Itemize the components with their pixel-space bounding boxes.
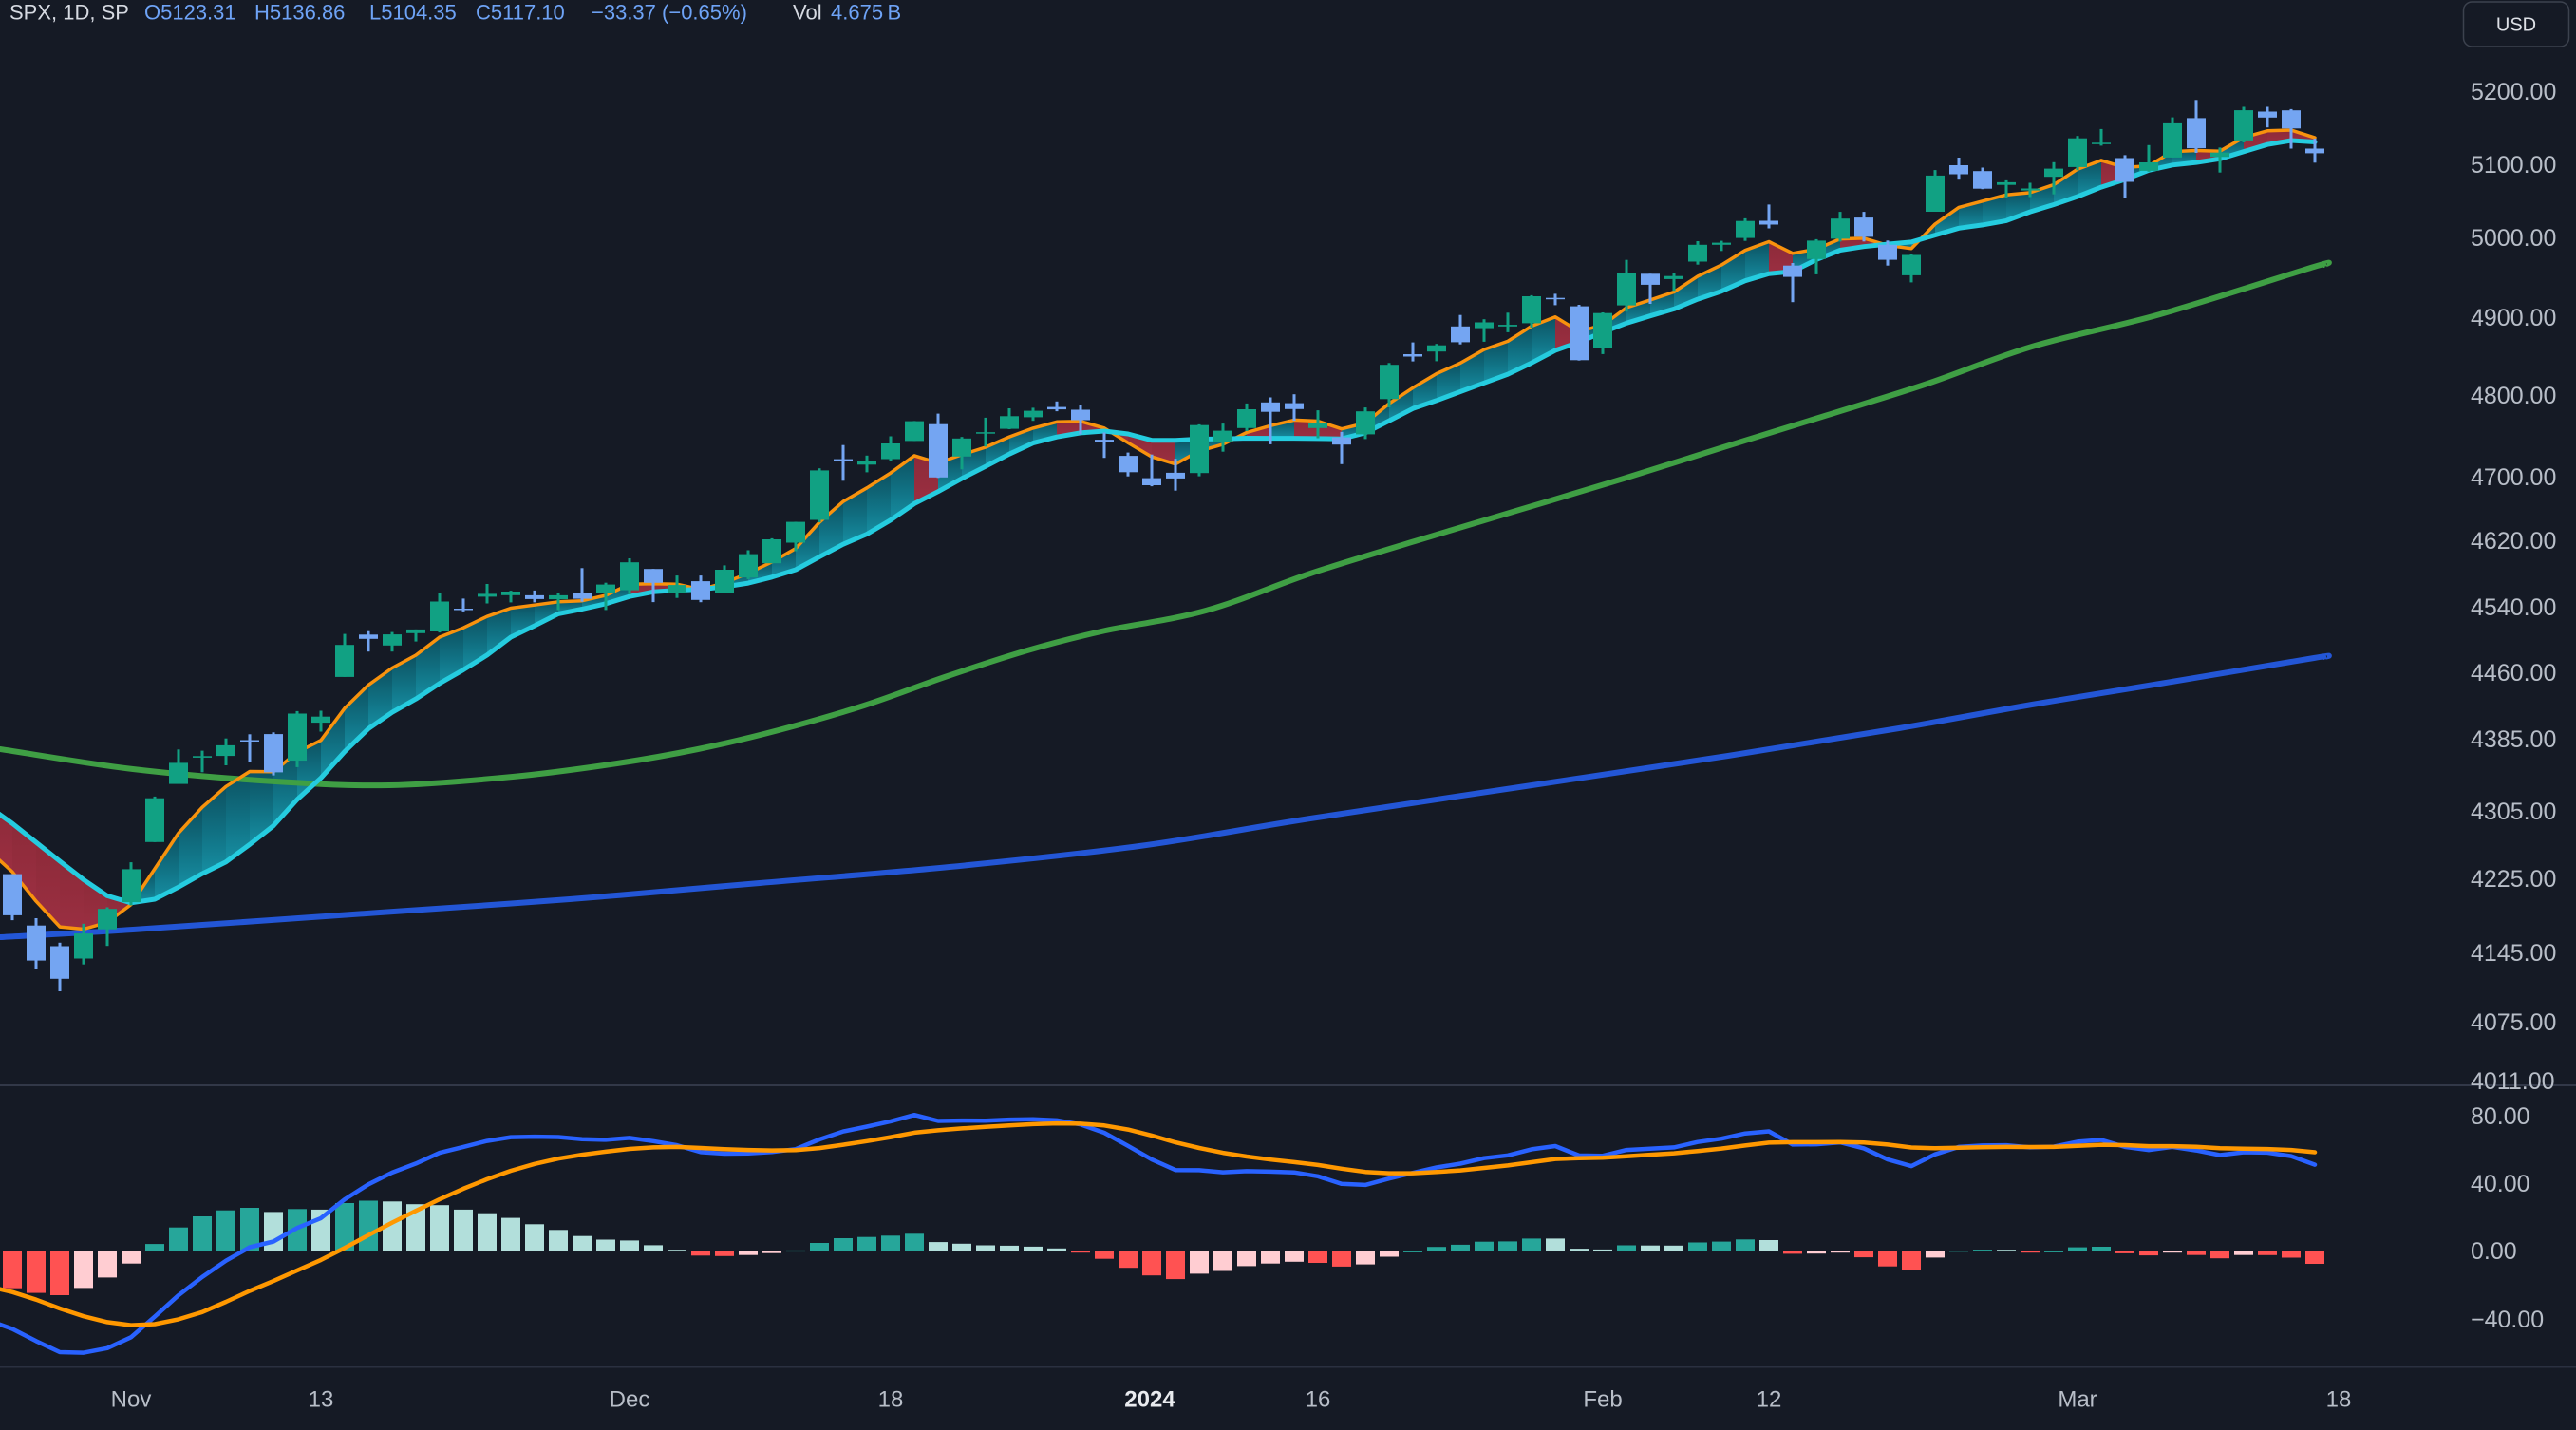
svg-text:40.00: 40.00 [2471, 1171, 2530, 1197]
svg-text:4800.00: 4800.00 [2471, 383, 2556, 409]
svg-text:80.00: 80.00 [2471, 1103, 2530, 1130]
svg-text:C5117.10: C5117.10 [476, 1, 565, 25]
svg-text:USD: USD [2496, 15, 2536, 36]
svg-text:Feb: Feb [1583, 1387, 1622, 1413]
svg-text:4225.00: 4225.00 [2471, 866, 2556, 893]
svg-text:4460.00: 4460.00 [2471, 660, 2556, 687]
svg-text:5100.00: 5100.00 [2471, 152, 2556, 179]
svg-text:4.675 B: 4.675 B [831, 1, 901, 25]
svg-text:4540.00: 4540.00 [2471, 594, 2556, 621]
svg-text:4145.00: 4145.00 [2471, 940, 2556, 967]
svg-text:2024: 2024 [1124, 1387, 1175, 1413]
svg-text:18: 18 [878, 1387, 904, 1413]
svg-text:L5104.35: L5104.35 [369, 1, 457, 25]
svg-text:Dec: Dec [610, 1387, 650, 1413]
svg-text:13: 13 [309, 1387, 334, 1413]
svg-text:4075.00: 4075.00 [2471, 1009, 2556, 1036]
svg-text:5000.00: 5000.00 [2471, 225, 2556, 252]
svg-text:4620.00: 4620.00 [2471, 528, 2556, 555]
svg-text:−40.00: −40.00 [2471, 1307, 2544, 1333]
svg-text:18: 18 [2326, 1387, 2352, 1413]
svg-text:16: 16 [1306, 1387, 1331, 1413]
svg-text:Mar: Mar [2058, 1387, 2097, 1413]
svg-text:−33.37 (−0.65%): −33.37 (−0.65%) [592, 1, 747, 25]
svg-text:4011.00: 4011.00 [2471, 1068, 2555, 1095]
svg-text:12: 12 [1757, 1387, 1782, 1413]
svg-text:4900.00: 4900.00 [2471, 305, 2556, 331]
svg-text:4700.00: 4700.00 [2471, 464, 2556, 491]
svg-text:SPX, 1D, SP: SPX, 1D, SP [9, 1, 129, 25]
svg-text:5200.00: 5200.00 [2471, 79, 2556, 105]
svg-text:0.00: 0.00 [2471, 1238, 2517, 1265]
svg-text:4385.00: 4385.00 [2471, 726, 2556, 753]
svg-text:O5123.31: O5123.31 [144, 1, 236, 25]
svg-text:4305.00: 4305.00 [2471, 799, 2556, 825]
svg-text:Nov: Nov [111, 1387, 152, 1413]
svg-text:H5136.86: H5136.86 [254, 1, 345, 25]
svg-text:Vol: Vol [793, 1, 822, 25]
